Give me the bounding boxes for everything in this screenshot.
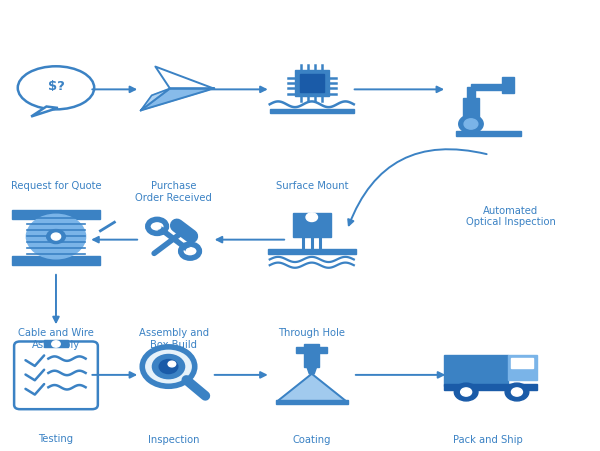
Bar [511,358,533,368]
Bar [463,97,479,122]
Text: Testing: Testing [38,434,74,444]
Bar [268,249,356,254]
Bar [296,347,328,353]
Text: Assembly and
Box Build: Assembly and Box Build [139,328,209,350]
Bar [502,78,514,93]
Text: Request for Quote: Request for Quote [11,181,101,191]
Bar [467,87,475,131]
Text: Through Hole: Through Hole [278,328,345,338]
Text: $?: $? [47,80,64,93]
Text: Cable and Wire
Assembly: Cable and Wire Assembly [18,328,94,350]
Circle shape [454,383,478,401]
Text: Surface Mount: Surface Mount [275,181,348,191]
Circle shape [26,214,86,259]
Polygon shape [278,374,346,400]
Bar [471,84,509,90]
Text: Pack and Ship: Pack and Ship [453,436,523,446]
Polygon shape [307,367,317,374]
Bar [275,400,348,404]
Bar [300,74,324,92]
Bar [455,131,521,136]
Polygon shape [155,67,214,88]
Polygon shape [141,88,214,110]
Circle shape [145,349,192,384]
Circle shape [505,383,529,401]
Bar [508,355,537,380]
Bar [295,70,329,96]
Circle shape [47,230,65,244]
Bar [270,109,354,114]
Bar [44,341,68,347]
Polygon shape [31,106,58,116]
Bar [11,256,100,265]
Circle shape [306,213,317,221]
Text: Purchase
Order Received: Purchase Order Received [135,181,212,203]
Circle shape [464,119,478,129]
Bar [293,213,331,237]
Circle shape [159,359,178,373]
Circle shape [52,341,60,347]
Circle shape [152,354,185,379]
Text: Coating: Coating [293,436,331,446]
Polygon shape [141,88,170,110]
FancyBboxPatch shape [14,341,98,409]
Bar [11,210,100,219]
Circle shape [168,361,176,367]
Bar [444,355,508,386]
Bar [304,345,319,367]
Bar [444,384,537,390]
Text: Automated
Optical Inspection: Automated Optical Inspection [466,206,556,227]
Circle shape [52,233,61,240]
Circle shape [461,388,472,396]
Circle shape [154,224,161,229]
Circle shape [186,248,194,254]
Circle shape [459,115,483,133]
Circle shape [511,388,523,396]
Text: Inspection: Inspection [148,436,199,446]
